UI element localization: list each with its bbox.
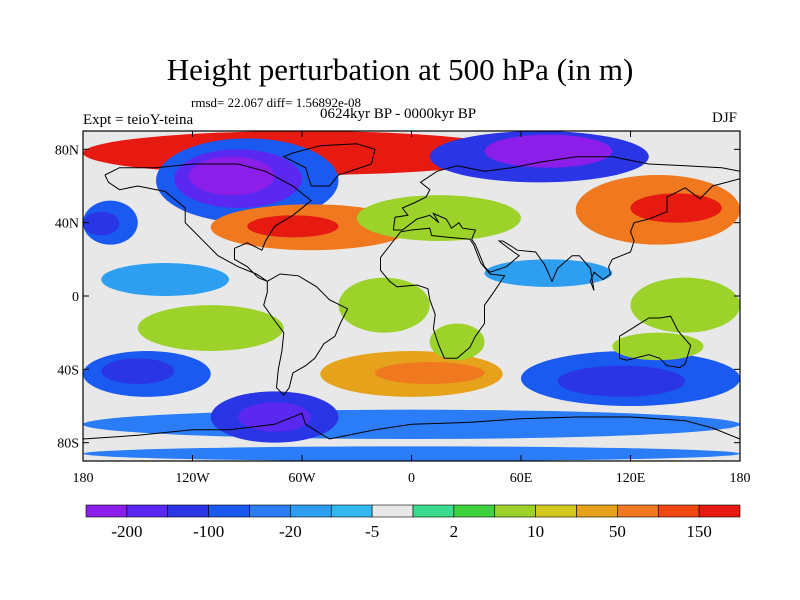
coastline-africa <box>380 227 506 359</box>
plot-title: Height perturbation at 500 hPa (in m) <box>166 52 634 87</box>
colorbar-swatch <box>453 504 496 518</box>
colorbar-swatch <box>576 504 618 518</box>
colorbar-swatch <box>290 504 332 518</box>
contour-antarctic-cyan <box>83 446 740 461</box>
colorbar-label: -5 <box>365 522 379 541</box>
colorbar-label: 10 <box>527 522 544 541</box>
lat-tick-label: 40N <box>55 217 79 232</box>
contour-tropical-atlantic-green <box>338 277 430 333</box>
colorbar-swatch <box>412 504 455 518</box>
experiment-label: Expt = teioY-teina <box>83 112 194 128</box>
lon-tick-label: 60W <box>288 471 316 486</box>
period-label: 0624kyr BP - 0000kyr BP <box>320 106 477 122</box>
contour-siberia-low-core <box>484 134 613 168</box>
coastline-north-america <box>104 163 312 282</box>
colorbar-swatch <box>371 504 414 518</box>
colorbar-swatch <box>126 504 169 518</box>
colorbar-swatch <box>494 504 536 518</box>
lat-tick-label: 0 <box>72 290 79 305</box>
lon-tick-label: 180 <box>73 471 94 486</box>
coastlines <box>83 143 740 440</box>
contour-east-asia-high-core <box>630 193 722 223</box>
colorbar-swatch <box>167 504 209 518</box>
lat-tick-label: 80S <box>57 437 79 452</box>
contour-north-pacific-low-core <box>83 211 120 236</box>
colorbar-swatch <box>330 504 373 518</box>
lat-tick-label: 40S <box>57 363 79 378</box>
contour-west-pacific-green <box>630 277 740 333</box>
rmsd-stats: rmsd= 22.067 diff= 1.56892e-08 <box>191 95 362 110</box>
coastline-south-america <box>263 273 349 396</box>
contour-south-atlantic-high-core <box>375 362 485 384</box>
contour-tropical-pacific-cyan <box>101 263 229 296</box>
lon-tick-label: 180 <box>730 471 751 486</box>
contour-indian-ocean-low-core <box>557 365 686 397</box>
colorbar-label: -200 <box>111 522 142 541</box>
colorbar-label: -100 <box>193 522 224 541</box>
coastline-greenland <box>282 143 376 187</box>
colorbar-swatch <box>249 504 291 518</box>
contour-north-america-low-core <box>188 156 275 196</box>
colorbar-label: 50 <box>609 522 626 541</box>
colorbar-swatch <box>657 504 700 518</box>
coastline-australia <box>619 315 692 369</box>
colorbar-swatch <box>698 504 741 518</box>
colorbar-swatch <box>208 504 250 518</box>
contour-southern-pacific-low-core <box>101 358 175 384</box>
contour-australia-green <box>612 332 704 361</box>
coastline-eurasia <box>392 156 740 291</box>
contour-tropical-pacific-green <box>137 305 284 352</box>
lon-tick-label: 60E <box>510 471 533 486</box>
coastline-antarctica <box>83 412 740 440</box>
contour-africa-green <box>429 323 485 361</box>
contour-north-atlantic-high-core <box>247 215 339 238</box>
contour-europe-green-band <box>356 195 521 241</box>
colorbar-swatch <box>535 504 577 518</box>
lon-tick-label: 120E <box>616 471 646 486</box>
season-label: DJF <box>712 110 738 126</box>
lat-tick-label: 80N <box>55 143 79 158</box>
axis-ticks: 80N 40N 0 40S 80S 180 120W 60W 0 60E 120E 180 <box>55 131 751 486</box>
colorbar-swatch <box>85 504 128 518</box>
lon-tick-label: 0 <box>408 471 415 486</box>
lon-tick-label: 120W <box>175 471 210 486</box>
contour-fields <box>83 131 740 461</box>
colorbar-label: 150 <box>686 522 712 541</box>
colorbar: -200 -100 -20 -5 2 10 50 150 <box>85 504 741 541</box>
colorbar-swatch <box>617 504 659 518</box>
contour-drake-passage-low-core <box>238 402 312 432</box>
colorbar-label: -20 <box>279 522 302 541</box>
colorbar-label: 2 <box>450 522 459 541</box>
